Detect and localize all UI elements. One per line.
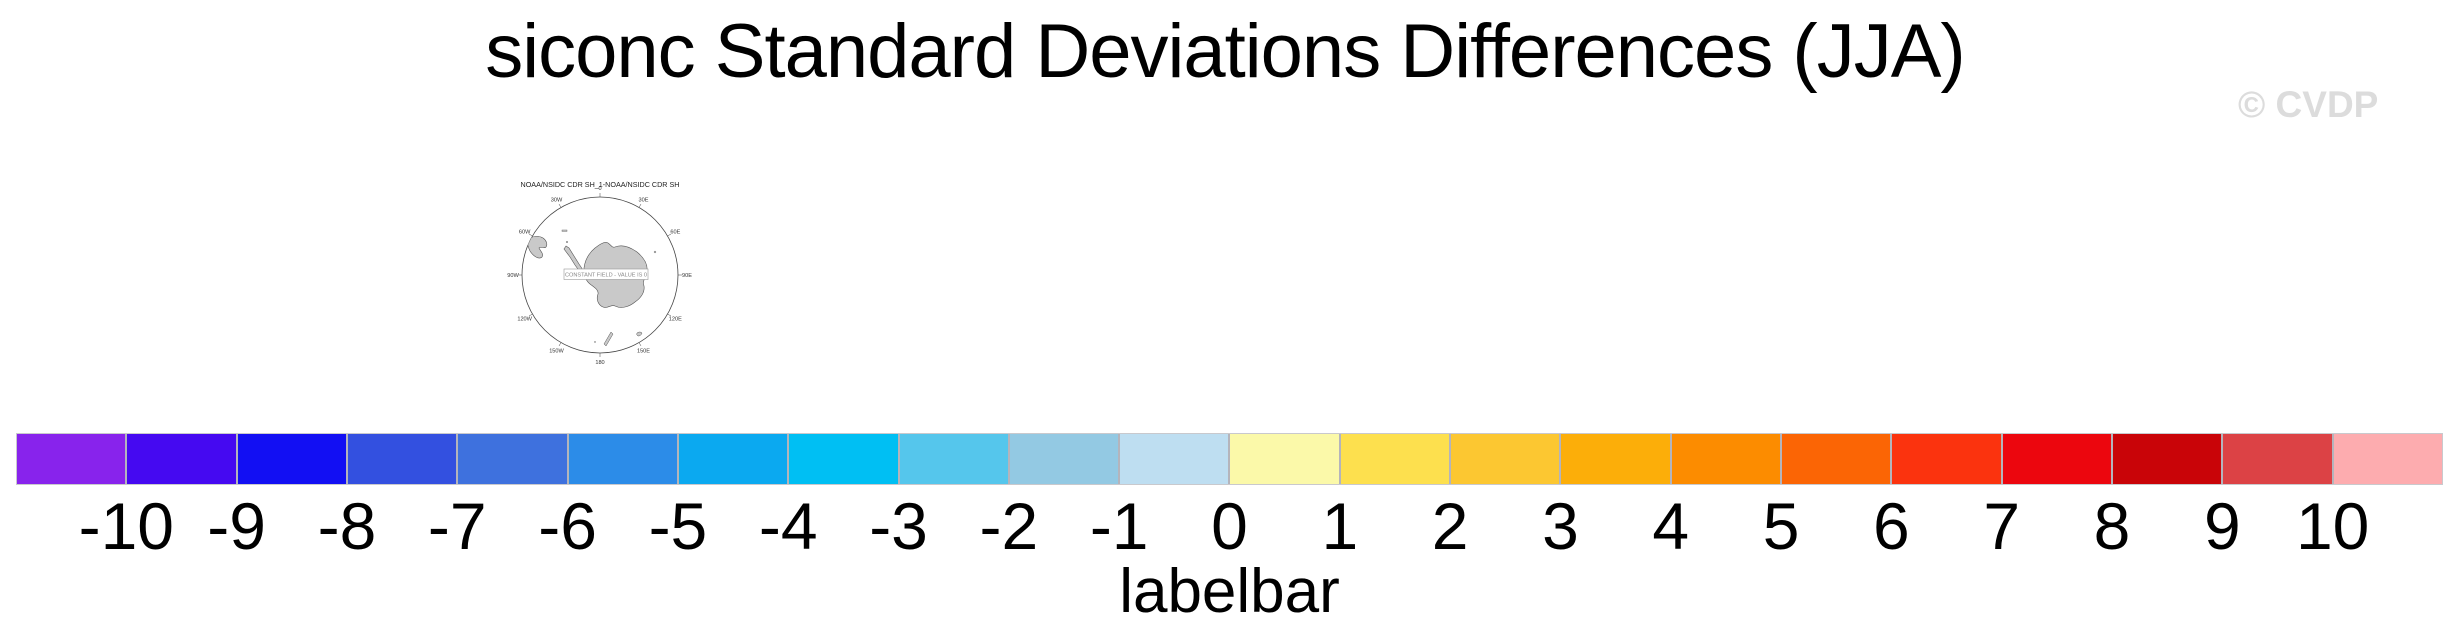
south-polar-map-panel: NOAA/NSIDC CDR SH_1-NOAA/NSIDC CDR SH 0 3… bbox=[507, 180, 692, 366]
map-tick-30E bbox=[638, 203, 642, 208]
labelbar-color-box-13 bbox=[1451, 434, 1560, 484]
labelbar-tick--10: -10 bbox=[78, 489, 175, 563]
labelbar-caption: labelbar bbox=[1119, 557, 1340, 626]
labelbar-color-box-11 bbox=[1230, 434, 1339, 484]
labelbar-color-box-6 bbox=[678, 434, 788, 484]
island-south-orkney bbox=[565, 241, 568, 244]
map-lon-label-60W: 60W bbox=[519, 230, 531, 236]
map-lon-label-120E: 120E bbox=[669, 317, 682, 323]
map-lon-label-0: 0 bbox=[598, 186, 601, 192]
map-lon-label-180: 180 bbox=[595, 360, 604, 366]
labelbar-color-strip bbox=[16, 433, 2443, 485]
labelbar-color-box-18 bbox=[2002, 434, 2111, 484]
labelbar-tick--1: -1 bbox=[1089, 489, 1149, 563]
labelbar-tick--2: -2 bbox=[979, 489, 1039, 563]
labelbar-color-box-20 bbox=[2223, 434, 2332, 484]
island-kerguelen bbox=[653, 250, 657, 254]
map-tick-150W bbox=[558, 342, 562, 347]
labelbar-tick-5: 5 bbox=[1762, 489, 1800, 563]
cvdp-watermark: © CVDP bbox=[2238, 84, 2379, 125]
labelbar-tick--7: -7 bbox=[427, 489, 487, 563]
constant-field-note: CONSTANT FIELD - VALUE IS 0 bbox=[565, 273, 647, 279]
map-lon-label-150W: 150W bbox=[549, 348, 564, 354]
island-southeast-blob bbox=[636, 331, 643, 337]
labelbar-color-box-4 bbox=[458, 434, 567, 484]
labelbar-color-box-12 bbox=[1340, 434, 1450, 484]
labelbar-tick-3: 3 bbox=[1542, 489, 1579, 563]
labelbar-color-box-17 bbox=[1892, 434, 2001, 484]
antarctic-peninsula bbox=[563, 245, 584, 273]
labelbar-tick--6: -6 bbox=[538, 489, 597, 563]
labelbar-color-box-7 bbox=[789, 434, 898, 484]
labelbar-tick-9: 9 bbox=[2204, 489, 2241, 563]
labelbar-tick-8: 8 bbox=[2093, 489, 2131, 563]
labelbar-tick-7: 7 bbox=[1983, 489, 2021, 563]
labelbar-tick-1: 1 bbox=[1321, 489, 1359, 563]
labelbar-color-box-0 bbox=[17, 434, 126, 484]
labelbar-color-box-2 bbox=[237, 434, 346, 484]
constant-field-box bbox=[563, 268, 649, 280]
map-lon-label-90E: 90E bbox=[682, 273, 692, 279]
labelbar-tick--5: -5 bbox=[648, 489, 708, 563]
map-tick-150E bbox=[638, 342, 642, 347]
labelbar-tick-2: 2 bbox=[1431, 489, 1469, 563]
labelbar-tick-10: 10 bbox=[2295, 489, 2370, 563]
labelbar-tick--3: -3 bbox=[869, 489, 928, 563]
map-longitude-labels: 0 30E 60E 90E 120E 150E 180 150W 120W 90W 60W 30W bbox=[507, 186, 692, 366]
labelbar-tick-0: 0 bbox=[1211, 489, 1248, 563]
labelbar-color-box-10 bbox=[1120, 434, 1229, 484]
island-south-georgia bbox=[561, 229, 568, 232]
labelbar-color-box-14 bbox=[1561, 434, 1670, 484]
south-america-tip bbox=[527, 235, 548, 259]
island-new-zealand-south bbox=[603, 331, 614, 347]
labelbar-tick-4: 4 bbox=[1652, 489, 1690, 563]
map-lon-label-60E: 60E bbox=[670, 230, 680, 236]
labelbar-color-box-9 bbox=[1009, 434, 1119, 484]
page-title: siconc Standard Deviations Differences (… bbox=[485, 9, 1966, 94]
labelbar-tick--8: -8 bbox=[317, 489, 377, 563]
labelbar-tick--4: -4 bbox=[758, 489, 818, 563]
map-lon-label-30E: 30E bbox=[639, 198, 649, 204]
map-lon-label-90W: 90W bbox=[507, 273, 519, 279]
labelbar-tick--9: -9 bbox=[207, 489, 266, 563]
labelbar-color-box-21 bbox=[2333, 434, 2442, 484]
labelbar-color-box-5 bbox=[568, 434, 677, 484]
map-tick-60W bbox=[528, 233, 533, 237]
labelbar-color-box-19 bbox=[2112, 434, 2222, 484]
labelbar-tick-6: 6 bbox=[1873, 489, 1910, 563]
map-tick-120W bbox=[528, 313, 533, 317]
labelbar-color-box-16 bbox=[1782, 434, 1891, 484]
map-tick-60E bbox=[667, 233, 672, 237]
labelbar-color-box-3 bbox=[347, 434, 457, 484]
map-lon-label-120W: 120W bbox=[517, 317, 532, 323]
map-panel-title: NOAA/NSIDC CDR SH_1-NOAA/NSIDC CDR SH bbox=[521, 180, 680, 189]
labelbar-color-box-15 bbox=[1671, 434, 1780, 484]
labelbar-tick-row: -10 -9 -8 -7 -6 -5 -4 -3 -2 -1 0 1 2 3 4 5 6 7 8 9 10 bbox=[16, 489, 2443, 563]
labelbar-color-box-1 bbox=[127, 434, 236, 484]
map-tick-120E bbox=[667, 313, 672, 317]
map-tick-30W bbox=[558, 203, 562, 208]
labelbar-color-box-8 bbox=[899, 434, 1008, 484]
map-lon-label-150E: 150E bbox=[637, 348, 650, 354]
map-longitude-ticks bbox=[518, 193, 682, 357]
map-lon-label-30W: 30W bbox=[551, 198, 563, 204]
island-small-dot bbox=[594, 341, 596, 343]
